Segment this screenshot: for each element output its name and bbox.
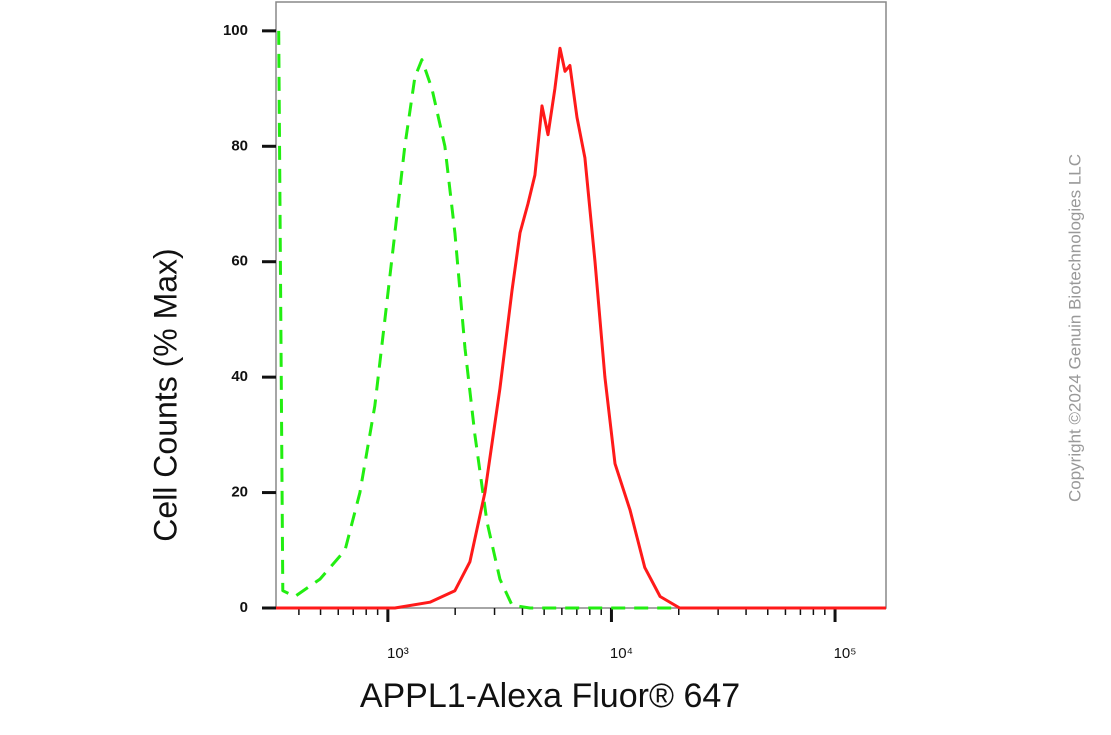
plot-frame: [275, 1, 887, 609]
x-tick-label: 10⁵: [834, 645, 857, 662]
series-line: [277, 30, 886, 610]
y-tick-label: 60: [231, 253, 248, 270]
y-tick-label: 0: [240, 599, 248, 616]
y-tick-label: 40: [231, 368, 248, 385]
y-tick-label: 100: [223, 22, 248, 39]
y-axis-label: Cell Counts (% Max): [147, 248, 183, 541]
x-tick-label: 10³: [387, 645, 409, 662]
y-tick-label: 20: [231, 484, 248, 501]
x-tick-label: 10⁴: [610, 645, 633, 662]
y-tick-label: 80: [231, 137, 248, 154]
x-axis-label: APPL1-Alexa Fluor® 647: [360, 677, 740, 715]
copyright: Copyright ©2024 Genuin Biotechnologies L…: [1065, 154, 1084, 502]
series-line: [276, 46, 886, 610]
